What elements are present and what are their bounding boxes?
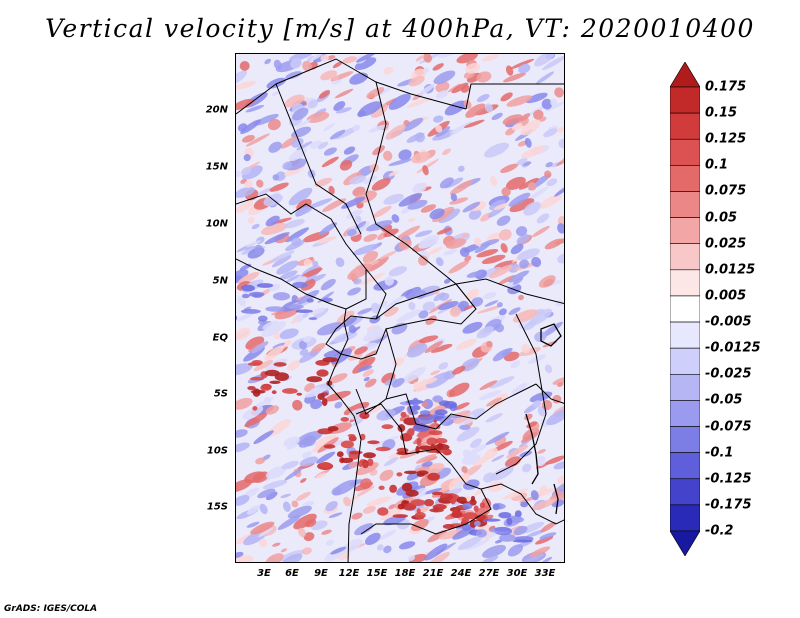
colorbar-tick-label: -0.175 [705, 497, 752, 513]
colorbar-tick-label: 0.1 [705, 157, 729, 173]
boundary-cameroon [325, 268, 387, 355]
boundary-chad-sudan [365, 81, 477, 310]
colorbar-tick-label: 0.125 [705, 131, 747, 147]
colorbar-segment [670, 400, 700, 427]
colorbar-segment [670, 191, 700, 218]
colorbar-tick-label: 0.175 [705, 79, 747, 95]
colorbar-segment [670, 452, 700, 480]
colorbar-segment [670, 347, 700, 375]
footer-credit: GrADS: IGES/COLA [4, 604, 98, 614]
boundary-drc-east [495, 313, 547, 475]
lake-tanganyika [525, 413, 539, 485]
boundary-niger [236, 83, 362, 235]
colorbar-segment [670, 112, 700, 140]
lon-label: 6E [285, 568, 299, 579]
colorbar-segment [670, 478, 700, 506]
lon-label: 12E [338, 568, 360, 579]
colorbar-segment [670, 243, 700, 271]
lat-label: 20N [205, 104, 228, 116]
boundary-nigeria [236, 193, 367, 310]
colorbar-tick-label: -0.125 [705, 471, 752, 487]
colorbar-segment [670, 138, 700, 166]
boundary-angola [355, 403, 492, 535]
colorbar-segment [670, 295, 700, 323]
lake-victoria [540, 323, 562, 347]
lat-label: 5N [212, 275, 228, 287]
colorbar-segment [670, 62, 700, 88]
boundary-sudan-south [455, 278, 564, 305]
lon-label: 30E [506, 568, 528, 579]
lon-label: 33E [534, 568, 556, 579]
colorbar-tick-label: -0.005 [705, 314, 752, 330]
boundary-sudan-east [465, 83, 564, 110]
colorbar-segment [670, 165, 700, 192]
colorbar-segment [670, 530, 700, 556]
colorbar-tick-label: 0.075 [705, 183, 747, 199]
lon-label: 18E [394, 568, 416, 579]
lat-label: 15S [206, 501, 228, 513]
colorbar-tick-label: 0.15 [705, 105, 738, 121]
boundary-tanzania [535, 383, 564, 404]
colorbar-segment [670, 269, 700, 297]
colorbar-tick-label: 0.0125 [705, 262, 756, 278]
map-title: Vertical velocity [m/s] at 400hPa, VT: 2… [45, 14, 755, 43]
lat-label: 10S [206, 445, 228, 457]
lat-label: 15N [205, 161, 228, 173]
lon-label: 9E [314, 568, 328, 579]
colorbar-tick-label: 0.005 [705, 288, 747, 304]
boundary-car [375, 283, 477, 330]
coast-west [236, 258, 362, 562]
colorbar [670, 62, 700, 556]
colorbar-tick-label: 0.025 [705, 236, 747, 252]
lake-malawi [553, 483, 559, 515]
lat-label: EQ [212, 332, 228, 344]
colorbar-tick-label: 0.05 [705, 210, 738, 226]
colorbar-tick-label: -0.075 [705, 419, 752, 435]
colorbar-segment [670, 86, 700, 114]
colorbar-tick-label: -0.2 [705, 523, 734, 539]
lat-label: 5S [213, 388, 228, 400]
colorbar-tick-label: -0.05 [705, 392, 743, 408]
lon-label: 15E [366, 568, 388, 579]
colorbar-tick-label: -0.025 [705, 366, 752, 382]
vertical-velocity-field [236, 54, 564, 562]
boundary-congo [340, 327, 397, 415]
colorbar-segment [670, 321, 700, 349]
colorbar-tick-label: -0.0125 [705, 340, 761, 356]
colorbar-segment [670, 426, 700, 453]
map-frame [235, 53, 565, 563]
boundary-drc [385, 383, 537, 430]
lon-label: 3E [257, 568, 271, 579]
colorbar-tick-label: -0.1 [705, 445, 734, 461]
boundary-zambia [480, 483, 564, 525]
colorbar-segment [670, 217, 700, 245]
lon-label: 27E [478, 568, 500, 579]
lat-label: 10N [205, 218, 228, 230]
colorbar-segment [670, 504, 700, 532]
colorbar-segment [670, 373, 700, 401]
lon-label: 21E [422, 568, 444, 579]
lon-label: 24E [450, 568, 472, 579]
